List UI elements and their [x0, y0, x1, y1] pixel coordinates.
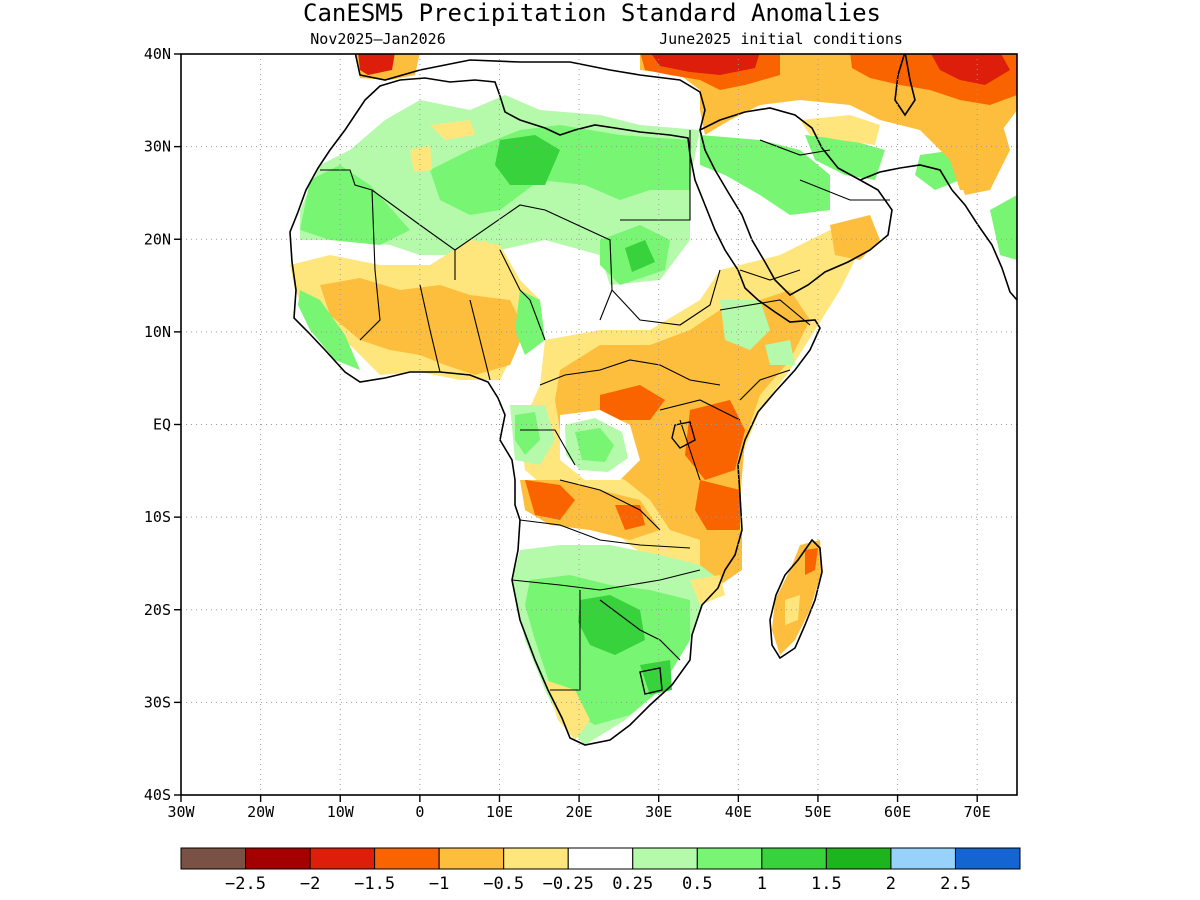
lon-tick-label: 0 — [415, 803, 424, 821]
arabia-coastline — [699, 107, 893, 296]
mediterranean-north — [354, 54, 706, 131]
lat-tick-label: 40N — [144, 45, 171, 63]
colorbar-swatch — [632, 847, 698, 870]
colorbar-swatch — [503, 847, 569, 870]
africa-coastline — [289, 77, 821, 746]
colorbar-swatch — [309, 847, 376, 870]
lat-tick-label: 10S — [144, 508, 171, 526]
colorbar-swatch — [825, 847, 892, 870]
lat-tick-label: 30N — [144, 138, 171, 156]
colorbar-label: −2.5 — [225, 874, 266, 894]
coastlines — [289, 54, 1017, 746]
lon-tick-label: 70E — [964, 803, 991, 821]
colorbar-swatch — [180, 847, 247, 870]
lon-tick-label: 30W — [167, 803, 195, 821]
colorbar-label: −1 — [429, 874, 449, 894]
colorbar-label: 1 — [757, 874, 767, 894]
madagascar-coastline — [769, 538, 823, 660]
colorbar-swatch — [761, 847, 827, 870]
lon-tick-label: 50E — [804, 803, 831, 821]
lat-tick-label: 20S — [144, 601, 171, 619]
lat-tick-label: 30S — [144, 693, 171, 711]
colorbar-swatch — [245, 847, 311, 870]
latitude-axis: 40N 30N 20N 10N EQ 10S 20S 30S 40S — [144, 45, 181, 804]
longitude-axis: 30W 20W 10W 0 10E 20E 30E 40E 50E 60E 70E — [167, 795, 991, 821]
colorbar-label: 2.5 — [940, 874, 971, 894]
colorbar-label: −2 — [300, 874, 320, 894]
colorbar-label: 1.5 — [811, 874, 842, 894]
colorbar-swatch — [374, 847, 440, 870]
lat-tick-label: EQ — [153, 416, 171, 434]
persian-gulf — [859, 164, 953, 191]
lat-tick-label: 40S — [144, 786, 171, 804]
lon-tick-label: 20E — [566, 803, 593, 821]
colorbar-label: −0.5 — [483, 874, 524, 894]
map-subtitle-period: Nov2025–Jan2026 — [310, 30, 445, 48]
lake-outlines — [639, 421, 696, 695]
colorbar-swatch — [438, 847, 505, 870]
colorbar-swatch — [567, 847, 634, 870]
colorbar-label: 2 — [886, 874, 896, 894]
anomaly-shading — [290, 54, 1017, 745]
lat-tick-label: 20N — [144, 230, 171, 248]
india-coastline — [951, 189, 1017, 301]
colorbar: −2.5 −2 −1.5 −1 −0.5 −0.25 0.25 0.5 1 1.5 2 2.5 — [180, 847, 1021, 894]
colorbar-label: 0.25 — [612, 874, 653, 894]
graticule — [181, 54, 1017, 795]
lon-tick-label: 40E — [725, 803, 752, 821]
colorbar-label: −0.25 — [543, 874, 594, 894]
colorbar-label: −1.5 — [354, 874, 395, 894]
colorbar-swatch — [890, 847, 956, 870]
colorbar-swatch — [954, 847, 1021, 870]
country-borders — [320, 130, 890, 691]
map-title: CanESM5 Precipitation Standard Anomalies — [303, 0, 881, 27]
lon-tick-label: 30E — [645, 803, 672, 821]
lon-tick-label: 10W — [327, 803, 355, 821]
lon-tick-label: 10E — [486, 803, 513, 821]
colorbar-label: 0.5 — [682, 874, 713, 894]
colorbar-swatch — [696, 847, 763, 870]
lon-tick-label: 60E — [884, 803, 911, 821]
map-subtitle-init: June2025 initial conditions — [659, 30, 903, 48]
lon-tick-label: 20W — [247, 803, 275, 821]
lat-tick-label: 10N — [144, 323, 171, 341]
